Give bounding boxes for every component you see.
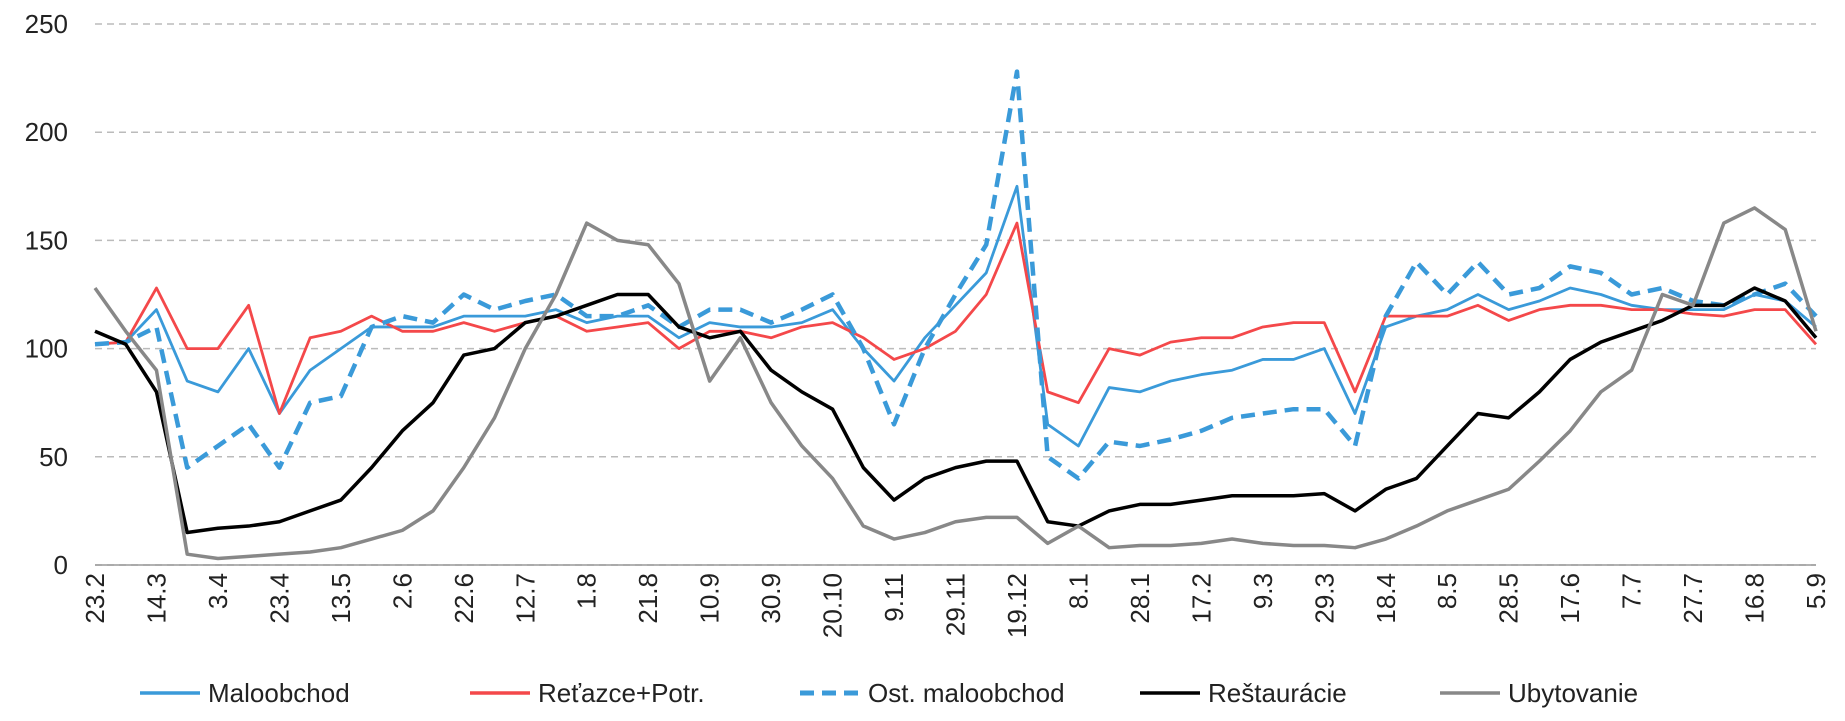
legend-label: Ost. maloobchod (868, 678, 1065, 708)
series-line (94, 221, 1818, 415)
x-tick-label: 9.11 (879, 573, 909, 622)
legend-label: Ubytovanie (1508, 678, 1638, 708)
legend-label: Reštaurácie (1208, 678, 1347, 708)
x-tick-label: 2.6 (387, 573, 417, 609)
x-tick-label: 3.4 (203, 573, 233, 609)
x-tick-label: 30.9 (756, 573, 786, 624)
x-tick-label: 14.3 (141, 573, 171, 624)
x-tick-label: 8.5 (1432, 573, 1462, 609)
x-tick-label: 20.10 (818, 573, 848, 638)
x-tick-label: 27.7 (1678, 573, 1708, 624)
x-tick-label: 29.11 (941, 573, 971, 636)
x-tick-label: 13.5 (326, 573, 356, 624)
x-tick-label: 23.4 (264, 573, 294, 624)
y-tick-label: 250 (25, 9, 68, 39)
x-tick-label: 22.6 (449, 573, 479, 624)
x-tick-label: 12.7 (510, 573, 540, 624)
x-tick-label: 21.8 (633, 573, 663, 624)
x-tick-label: 17.2 (1186, 573, 1216, 624)
x-tick-label: 17.6 (1555, 573, 1585, 624)
x-tick-label: 5.9 (1801, 573, 1831, 609)
x-tick-label: 10.9 (695, 573, 725, 624)
x-tick-label: 8.1 (1063, 573, 1093, 609)
x-tick-label: 16.8 (1740, 573, 1770, 624)
series-line (94, 286, 1818, 535)
x-tick-label: 9.3 (1248, 573, 1278, 609)
x-tick-label: 28.1 (1125, 573, 1155, 624)
legend-label: Reťazce+Potr. (538, 678, 705, 708)
y-tick-label: 150 (25, 225, 68, 255)
x-tick-label: 29.3 (1309, 573, 1339, 624)
series-line (94, 184, 1817, 448)
x-tick-label: 28.5 (1494, 573, 1524, 624)
y-tick-label: 0 (54, 550, 68, 580)
y-tick-label: 100 (25, 334, 68, 364)
x-tick-label: 7.7 (1617, 573, 1647, 609)
x-tick-label: 19.12 (1002, 573, 1032, 638)
y-tick-label: 50 (39, 442, 68, 472)
x-tick-label: 18.4 (1371, 573, 1401, 624)
y-tick-label: 200 (25, 117, 68, 147)
x-tick-label: 23.2 (80, 573, 110, 624)
series-line (93, 206, 1818, 561)
legend-label: Maloobchod (208, 678, 350, 708)
x-tick-label: 1.8 (572, 573, 602, 609)
